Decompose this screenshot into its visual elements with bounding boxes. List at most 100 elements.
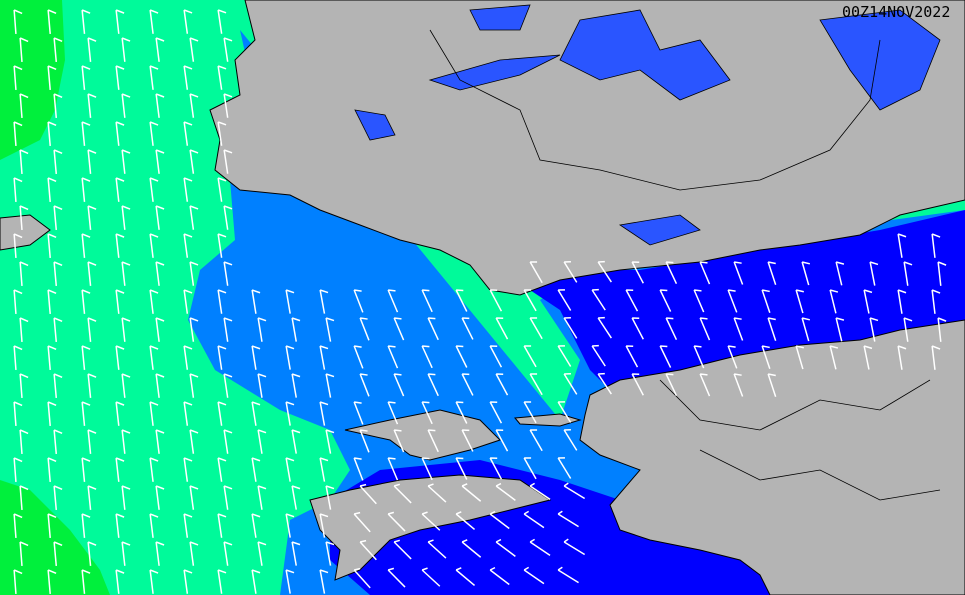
wave-barb	[47, 9, 57, 34]
wave-barb	[149, 457, 159, 482]
wave-barb	[291, 373, 301, 398]
wave-barb	[223, 317, 233, 342]
wave-barb	[489, 566, 510, 586]
wave-barb	[81, 401, 91, 426]
wave-barb	[155, 317, 165, 342]
wave-barb	[291, 541, 301, 566]
wave-barb	[251, 345, 261, 370]
wave-barb	[189, 541, 199, 566]
wave-barb	[53, 37, 63, 62]
wave-barb	[937, 261, 947, 286]
wave-barb	[87, 317, 97, 342]
wave-barb	[393, 373, 405, 397]
wave-barb	[665, 373, 678, 397]
wave-barb	[217, 233, 227, 258]
wave-barb	[183, 9, 193, 34]
wave-barb	[489, 401, 503, 424]
wave-barb	[121, 373, 131, 398]
wave-barb	[529, 373, 543, 396]
wave-barb	[529, 538, 551, 557]
wave-barb	[529, 317, 543, 340]
wave-barb	[489, 510, 510, 530]
wave-barb	[223, 93, 233, 118]
wave-barb	[427, 317, 439, 341]
wave-barb	[421, 345, 433, 369]
wave-barb	[353, 401, 364, 425]
wave-barb	[13, 121, 23, 146]
wave-barb	[393, 539, 412, 560]
wave-barb	[767, 261, 777, 286]
wave-barb	[461, 429, 474, 452]
wave-barb	[631, 373, 644, 396]
wave-barb	[359, 539, 377, 561]
wave-barb	[223, 429, 233, 454]
wave-barb	[223, 37, 233, 62]
wave-barb	[285, 569, 295, 594]
wave-barb	[591, 288, 606, 311]
wave-barb	[727, 345, 738, 369]
wave-barb	[217, 65, 227, 90]
wave-barb	[291, 485, 301, 510]
wave-barb	[251, 401, 261, 426]
wave-barb	[19, 93, 29, 118]
wave-barb	[155, 429, 165, 454]
wave-barb	[285, 345, 295, 370]
wave-barb	[795, 289, 804, 314]
wave-barb	[217, 177, 227, 202]
wave-barb	[931, 345, 941, 370]
wave-barb	[149, 345, 159, 370]
wave-barb	[47, 569, 57, 594]
wave-barb	[13, 569, 23, 594]
wave-barb	[387, 345, 399, 369]
wave-barb	[801, 317, 811, 342]
wave-barb	[183, 569, 193, 594]
wave-barb	[47, 289, 57, 314]
wave-barb	[421, 289, 433, 313]
wave-barb	[13, 233, 23, 258]
wave-barb	[937, 317, 947, 342]
wave-barb	[251, 457, 261, 482]
wave-barb	[189, 485, 199, 510]
wave-barb	[455, 567, 476, 586]
wave-barb	[455, 345, 468, 368]
wave-barb	[625, 289, 639, 312]
wave-barb	[87, 373, 97, 398]
wave-barb	[183, 65, 193, 90]
wave-barb	[115, 9, 125, 34]
wave-barb	[835, 317, 845, 342]
wave-barb	[257, 429, 267, 454]
wave-barb	[931, 233, 941, 258]
wave-barb	[53, 485, 63, 510]
wave-barb	[495, 373, 509, 396]
wave-barb	[455, 457, 468, 480]
wave-barb	[189, 373, 199, 398]
wave-barb	[597, 316, 612, 339]
wave-barb	[863, 289, 873, 314]
wave-barb	[625, 345, 639, 368]
wave-barb	[121, 37, 131, 62]
landmass-south	[579, 319, 965, 595]
wave-barb	[325, 485, 335, 510]
wave-barb	[19, 261, 29, 286]
wave-barb	[223, 205, 233, 230]
wave-barb	[359, 429, 370, 453]
wave-barb	[53, 541, 63, 566]
wave-barb	[631, 261, 644, 284]
wave-barb	[155, 149, 165, 174]
wave-barb	[393, 483, 412, 504]
wave-barb	[257, 317, 267, 342]
wave-barb	[699, 317, 711, 341]
wave-barb	[319, 569, 329, 594]
wave-barb	[325, 317, 335, 342]
wave-barb	[217, 457, 227, 482]
wave-barb	[319, 289, 329, 314]
wave-barb	[149, 569, 159, 594]
timestamp-label: 00Z14NOV2022	[842, 3, 951, 21]
wave-barb	[597, 372, 612, 395]
wave-barb	[115, 289, 125, 314]
wave-barb	[189, 261, 199, 286]
wave-barb	[53, 205, 63, 230]
wave-barb	[149, 65, 159, 90]
